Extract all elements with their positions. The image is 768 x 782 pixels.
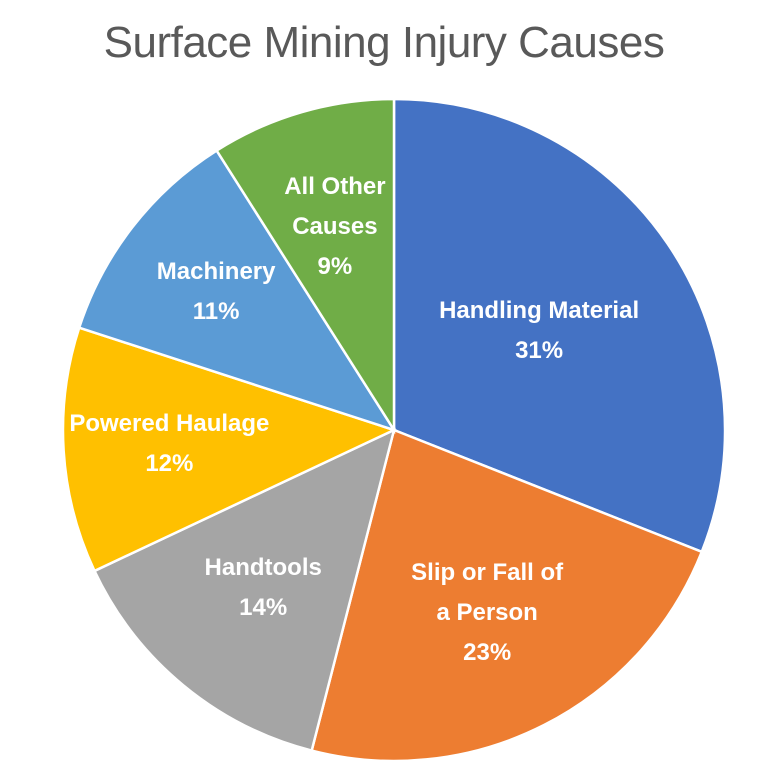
slice-label-line: 11%: [192, 298, 240, 326]
pie-slice-handtools: [92, 427, 396, 753]
slice-label-line: Slip or Fall of: [411, 558, 564, 586]
slice-label-line: Handling Material: [439, 297, 640, 325]
slice-label-line: a Person: [436, 598, 538, 626]
slice-label: Machinery 11%: [157, 252, 276, 332]
slice-label-line: 12%: [145, 450, 194, 478]
slice-label-line: All Other: [284, 172, 386, 200]
slice-label-line: Handtools: [204, 554, 322, 582]
slice-label: Slip or Fall of a Person 23%: [411, 553, 563, 673]
chart-title: Surface Mining Injury Causes: [103, 18, 665, 67]
slice-label-line: 14%: [239, 594, 288, 622]
pie-slices: [61, 97, 727, 763]
pie-slice-handling-material: [392, 97, 727, 554]
slice-label-line: Powered Haulage: [69, 410, 270, 438]
slice-label: Handtools 14%: [205, 548, 322, 628]
slice-label: Powered Haulage 12%: [69, 404, 269, 484]
pie-slice-machinery: [77, 148, 397, 433]
slice-label-line: 23%: [463, 638, 512, 666]
slice-label-line: 9%: [317, 252, 353, 280]
slice-label: All Other Causes 9%: [284, 167, 385, 287]
slice-label-line: Machinery: [156, 258, 276, 286]
pie-slice-powered-haulage: [61, 326, 398, 573]
pie-slice-all-other: [214, 97, 396, 435]
slice-label: Handling Material 31%: [439, 291, 639, 371]
slice-label-line: Causes: [292, 212, 378, 240]
pie-slice-slip-or-fall-of: [310, 428, 704, 763]
slice-label-line: 31%: [515, 337, 564, 365]
